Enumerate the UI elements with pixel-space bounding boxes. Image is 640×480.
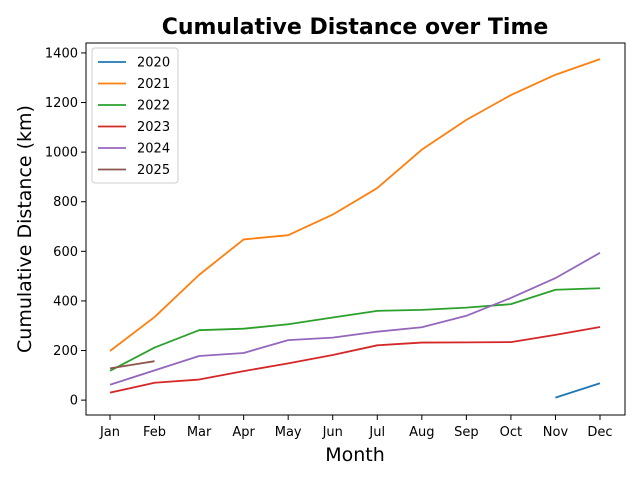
- chart-title: Cumulative Distance over Time: [162, 15, 549, 40]
- y-tick-label: 1000: [45, 146, 78, 161]
- y-tick-label: 1400: [45, 46, 78, 61]
- y-tick-label: 0: [70, 394, 78, 409]
- x-tick-label: Oct: [500, 425, 522, 440]
- series-line-2024: [109, 252, 601, 386]
- y-tick-label: 1200: [45, 96, 78, 111]
- x-tick-label: Jul: [368, 425, 385, 440]
- x-tick-label: Dec: [587, 425, 612, 440]
- series-layer: [109, 58, 601, 399]
- y-tick-label: 400: [53, 294, 78, 309]
- x-axis-label: Month: [325, 444, 385, 466]
- legend-label-2024: 2024: [137, 142, 170, 157]
- legend-label-2021: 2021: [137, 77, 170, 92]
- ticks-layer: Jan Feb Mar Apr May Jun Jul Aug Sep Oct Nov Dec 0 200…: [45, 46, 613, 440]
- x-tick-label: Jan: [99, 425, 120, 440]
- legend-label-2020: 2020: [137, 56, 170, 71]
- x-tick-label: Jun: [322, 425, 343, 440]
- series-line-2021: [109, 58, 601, 352]
- legend-box: [91, 47, 179, 184]
- legend-label-2022: 2022: [137, 99, 170, 114]
- x-tick-label: Apr: [232, 425, 255, 440]
- x-tick-label: Sep: [454, 425, 479, 440]
- legend-label-2023: 2023: [137, 120, 170, 135]
- series-line-2023: [109, 326, 601, 394]
- y-axis-label: Cumulative Distance (km): [14, 105, 36, 353]
- x-tick-label: Feb: [143, 425, 166, 440]
- x-tick-label: Aug: [409, 425, 434, 440]
- series-line-2020: [555, 382, 601, 399]
- x-tick-label: May: [275, 425, 302, 440]
- y-tick-label: 800: [53, 195, 78, 210]
- y-tick-label: 600: [53, 245, 78, 260]
- legend: 2020 2021 2022 2023 2024 2025: [91, 47, 179, 184]
- x-tick-label: Mar: [187, 425, 212, 440]
- x-tick-label: Nov: [543, 425, 569, 440]
- plot-area: [85, 42, 626, 416]
- series-line-2022: [109, 287, 601, 372]
- series-line-2025: [109, 360, 155, 370]
- y-tick-label: 200: [53, 344, 78, 359]
- legend-label-2025: 2025: [137, 163, 170, 178]
